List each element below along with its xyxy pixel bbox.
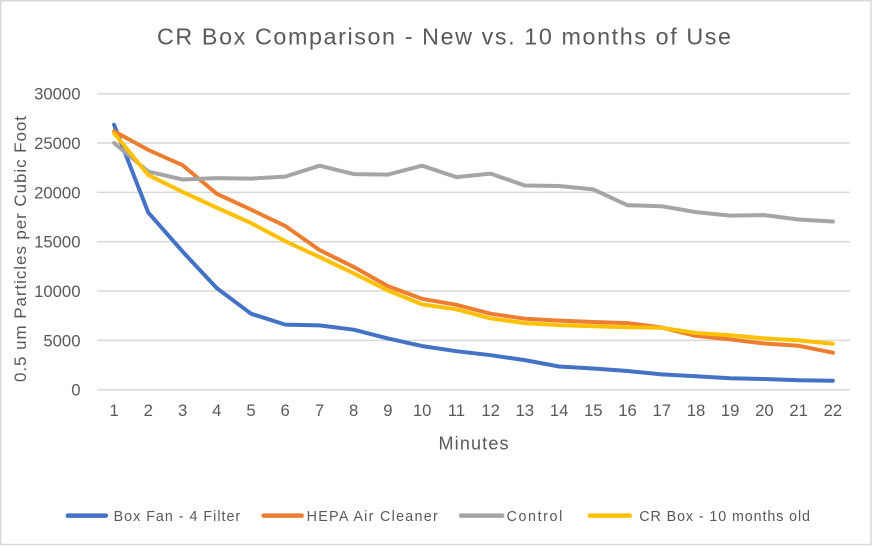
svg-text:11: 11 (448, 401, 465, 420)
svg-text:1: 1 (109, 401, 118, 420)
svg-text:2: 2 (144, 401, 153, 420)
svg-text:19: 19 (721, 401, 740, 420)
svg-text:16: 16 (618, 401, 637, 420)
svg-text:13: 13 (516, 401, 535, 420)
svg-text:9: 9 (383, 401, 392, 420)
svg-text:3: 3 (178, 401, 187, 420)
svg-text:CR Box Comparison - New vs. 10: CR Box Comparison - New vs. 10 months of… (157, 24, 731, 50)
svg-text:7: 7 (315, 401, 324, 420)
svg-text:30000: 30000 (34, 85, 80, 104)
svg-text:22: 22 (824, 401, 843, 420)
svg-text:CR Box - 10 months old: CR Box - 10 months old (639, 509, 810, 525)
svg-text:0: 0 (71, 381, 80, 400)
svg-text:Box Fan - 4 Filter: Box Fan - 4 Filter (114, 509, 241, 525)
svg-text:20: 20 (755, 401, 774, 420)
svg-text:18: 18 (687, 401, 706, 420)
svg-text:10000: 10000 (34, 282, 80, 301)
svg-text:12: 12 (481, 401, 500, 420)
svg-text:5: 5 (246, 401, 255, 420)
svg-text:14: 14 (550, 401, 569, 420)
svg-text:8: 8 (349, 401, 358, 420)
svg-text:17: 17 (653, 401, 672, 420)
svg-text:4: 4 (212, 401, 221, 420)
svg-text:15000: 15000 (34, 233, 80, 252)
svg-text:5000: 5000 (43, 331, 80, 350)
svg-text:21: 21 (789, 401, 808, 420)
svg-text:0.5 um Particles per Cubic Foo: 0.5 um Particles per Cubic Foot (11, 116, 30, 382)
svg-text:15: 15 (584, 401, 603, 420)
svg-text:25000: 25000 (34, 134, 80, 153)
svg-text:Control: Control (507, 509, 563, 525)
svg-text:10: 10 (413, 401, 432, 420)
svg-text:6: 6 (281, 401, 290, 420)
svg-text:20000: 20000 (34, 183, 80, 202)
svg-text:HEPA Air Cleaner: HEPA Air Cleaner (307, 509, 438, 525)
svg-text:Minutes: Minutes (439, 434, 509, 454)
